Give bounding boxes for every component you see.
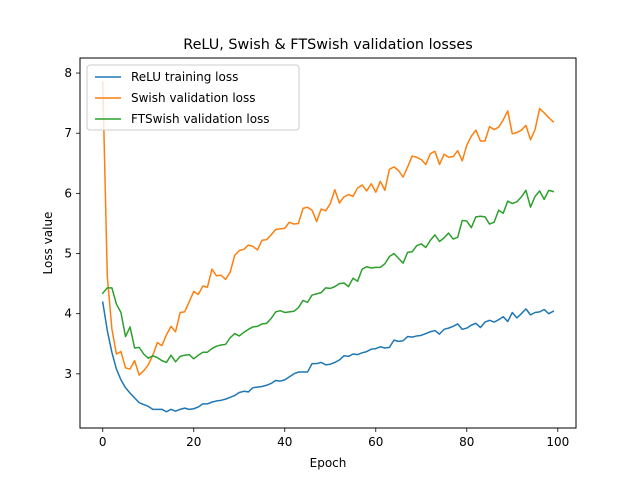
y-tick-label: 5 <box>64 247 72 261</box>
chart-title: ReLU, Swish & FTSwish validation losses <box>183 37 473 53</box>
legend-label-1: Swish validation loss <box>131 91 256 105</box>
y-tick-label: 3 <box>64 367 72 381</box>
y-axis-label: Loss value <box>41 212 55 275</box>
x-tick-label: 40 <box>277 435 292 449</box>
y-axis: 3 4 5 6 7 8 <box>64 66 80 381</box>
y-tick-label: 8 <box>64 66 72 80</box>
y-tick-label: 6 <box>64 186 72 200</box>
series-line-2 <box>101 189 555 364</box>
y-tick-label: 7 <box>64 126 72 140</box>
x-tick-label: 0 <box>99 435 107 449</box>
x-axis-label: Epoch <box>310 456 347 470</box>
x-tick-label: 20 <box>186 435 201 449</box>
x-tick-label: 60 <box>368 435 383 449</box>
plot-area <box>101 81 555 413</box>
x-tick-label: 80 <box>459 435 474 449</box>
series-line-1 <box>101 81 555 376</box>
legend-label-0: ReLU training loss <box>131 70 238 84</box>
x-tick-label: 100 <box>546 435 569 449</box>
x-axis: 0 20 40 60 80 100 <box>99 428 569 449</box>
series-line-0 <box>101 301 555 413</box>
legend-label-2: FTSwish validation loss <box>131 112 270 126</box>
legend: ReLU training loss Swish validation loss F… <box>86 64 300 131</box>
y-tick-label: 4 <box>64 307 72 321</box>
legend-box <box>86 64 300 131</box>
plot-frame <box>79 57 577 429</box>
